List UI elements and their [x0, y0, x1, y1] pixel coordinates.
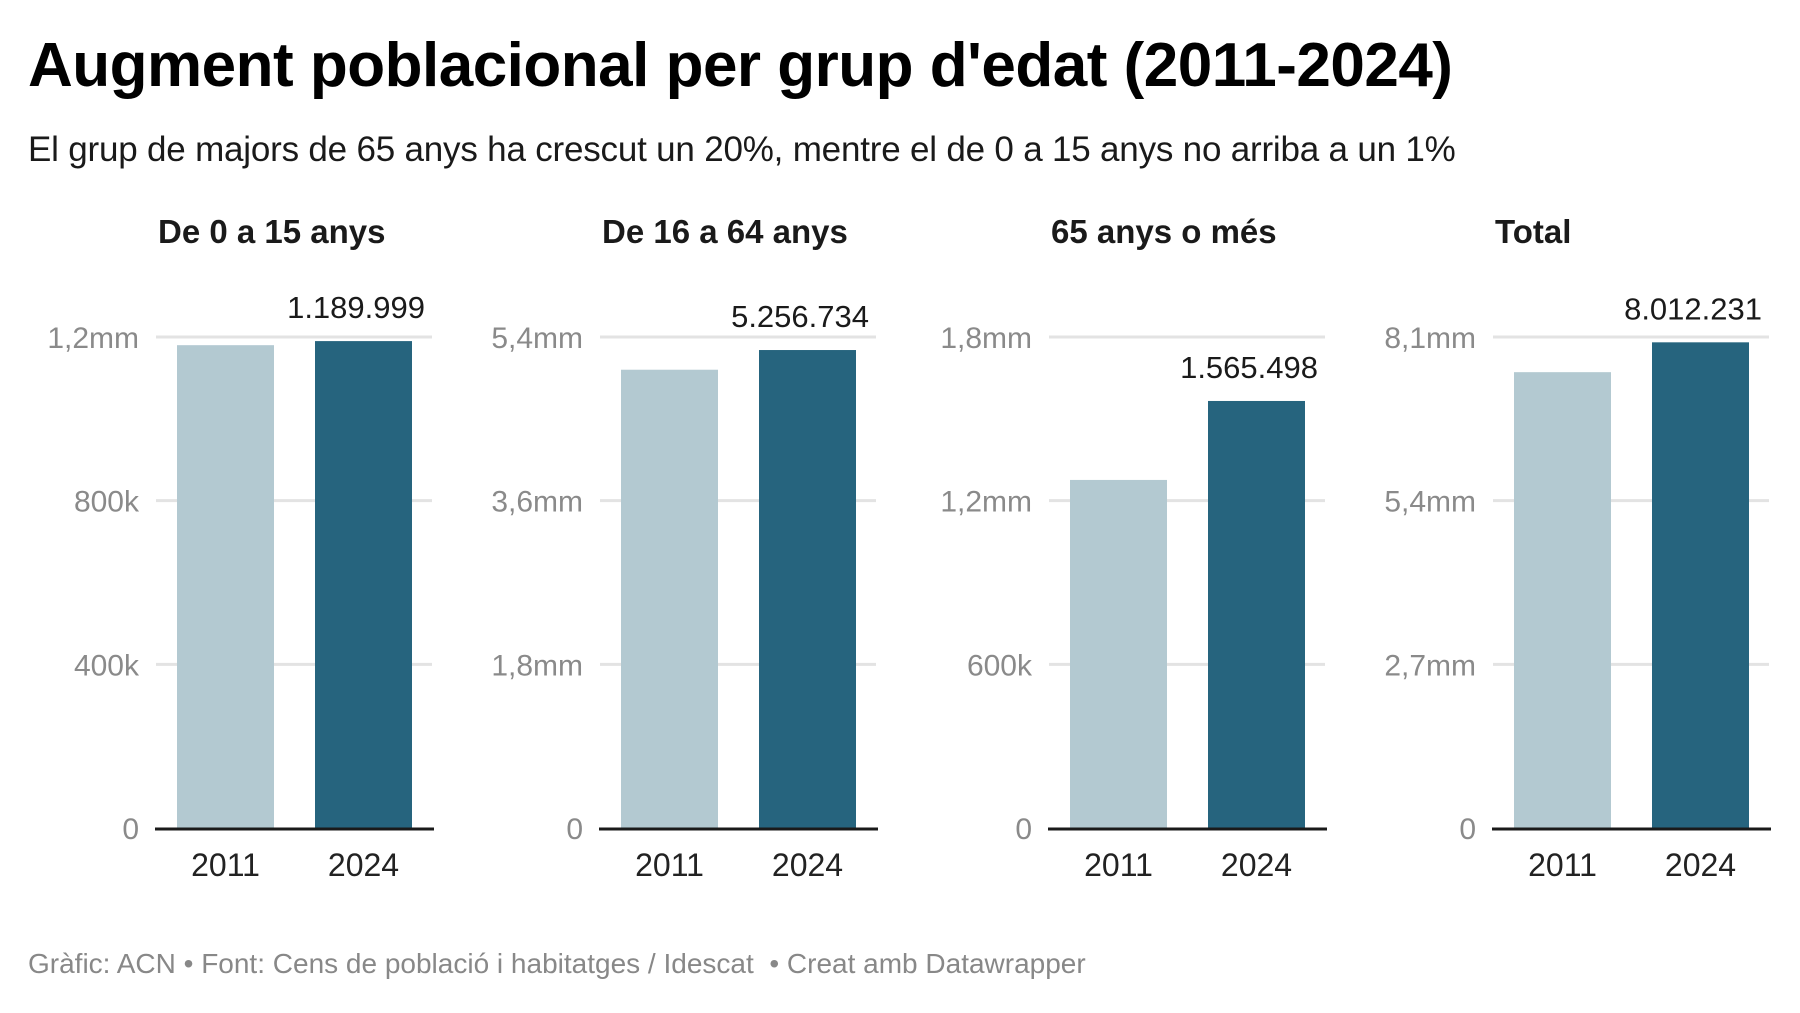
x-tick-label: 2011 — [191, 847, 260, 883]
footer-source: Font: Cens de població i habitatges / Id… — [201, 948, 754, 979]
panel-title: De 0 a 15 anys — [158, 213, 386, 250]
y-tick-label: 8,1mm — [1384, 322, 1476, 355]
y-tick-label: 1,8mm — [940, 322, 1032, 355]
panel-title: Total — [1495, 213, 1571, 250]
footer-separator: • — [769, 948, 780, 979]
bar-2024 — [315, 341, 412, 828]
bar-value-label: 1.189.999 — [287, 290, 425, 325]
footer-credit: Gràfic: ACN — [28, 948, 176, 979]
panel-title: 65 anys o més — [1051, 213, 1277, 250]
bar-value-label: 1.565.498 — [1180, 350, 1318, 385]
footer-made-with-link[interactable]: Creat amb Datawrapper — [786, 948, 1086, 979]
bar-2024 — [759, 350, 856, 828]
x-tick-label: 2024 — [772, 847, 843, 883]
bar-value-label: 5.256.734 — [731, 299, 869, 334]
x-tick-label: 2024 — [328, 847, 399, 883]
footer-separator: • — [183, 948, 194, 979]
chart-subtitle: El grup de majors de 65 anys ha crescut … — [28, 130, 1456, 169]
bar-value-label: 8.012.231 — [1624, 291, 1762, 326]
y-tick-label: 2,7mm — [1384, 649, 1476, 682]
bar-2024 — [1652, 342, 1749, 828]
y-tick-label: 1,2mm — [47, 322, 139, 355]
y-tick-label: 800k — [74, 486, 140, 519]
x-tick-label: 2011 — [1528, 847, 1597, 883]
bar-2011 — [177, 345, 274, 828]
y-tick-label: 1,2mm — [940, 486, 1032, 519]
y-tick-label: 0 — [1015, 813, 1032, 846]
x-tick-label: 2024 — [1665, 847, 1736, 883]
y-tick-label: 5,4mm — [491, 322, 583, 355]
y-tick-label: 0 — [1459, 813, 1476, 846]
x-tick-label: 2024 — [1221, 847, 1292, 883]
chart-title: Augment poblacional per grup d'edat (201… — [28, 31, 1453, 100]
y-tick-label: 600k — [967, 649, 1033, 682]
y-tick-label: 5,4mm — [1384, 486, 1476, 519]
y-tick-label: 3,6mm — [491, 486, 583, 519]
bar-2011 — [1070, 479, 1167, 828]
y-tick-label: 1,8mm — [491, 649, 583, 682]
x-tick-label: 2011 — [1084, 847, 1153, 883]
y-tick-label: 400k — [74, 649, 140, 682]
y-tick-label: 0 — [122, 813, 139, 846]
bar-2011 — [1514, 372, 1611, 828]
bar-2011 — [621, 369, 718, 828]
y-tick-label: 0 — [566, 813, 583, 846]
bar-2024 — [1208, 400, 1305, 828]
x-tick-label: 2011 — [635, 847, 704, 883]
panel-title: De 16 a 64 anys — [602, 213, 848, 250]
chart-footer: Gràfic: ACN • Font: Cens de població i h… — [28, 948, 1086, 980]
